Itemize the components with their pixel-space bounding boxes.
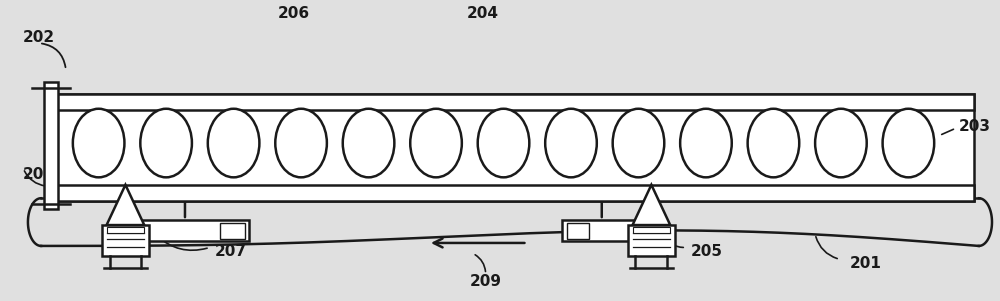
Bar	[56, 94, 974, 110]
Ellipse shape	[478, 109, 529, 177]
Ellipse shape	[140, 109, 192, 177]
Bar	[562, 220, 646, 241]
Ellipse shape	[613, 109, 664, 177]
Text: 205: 205	[691, 244, 723, 259]
Text: 206: 206	[278, 6, 310, 21]
Bar	[107, 227, 144, 234]
Bar	[44, 82, 58, 209]
Bar	[628, 225, 675, 256]
Text: 207: 207	[215, 244, 247, 259]
Ellipse shape	[343, 109, 394, 177]
Ellipse shape	[410, 109, 462, 177]
Bar	[56, 185, 974, 201]
Ellipse shape	[883, 109, 934, 177]
Ellipse shape	[680, 109, 732, 177]
Ellipse shape	[748, 109, 799, 177]
Ellipse shape	[73, 109, 124, 177]
Text: 204: 204	[467, 6, 499, 21]
Bar	[567, 223, 589, 239]
Ellipse shape	[545, 109, 597, 177]
Bar	[56, 94, 974, 201]
Text: 208: 208	[23, 167, 55, 182]
Text: 203: 203	[959, 119, 991, 134]
Bar	[633, 227, 670, 234]
Ellipse shape	[208, 109, 259, 177]
Bar	[102, 225, 149, 256]
Polygon shape	[633, 185, 670, 225]
Ellipse shape	[815, 109, 867, 177]
Bar	[135, 220, 249, 241]
Ellipse shape	[275, 109, 327, 177]
Polygon shape	[107, 185, 144, 225]
Text: 209: 209	[470, 274, 502, 289]
Text: 201: 201	[850, 256, 882, 271]
Text: 202: 202	[23, 30, 55, 45]
Bar	[220, 223, 245, 239]
